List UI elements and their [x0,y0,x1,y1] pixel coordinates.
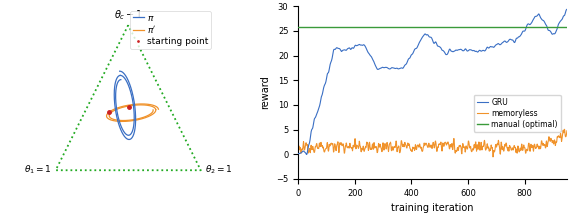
memoryless [295,149,302,152]
Legend: GRU, memoryless, manual (optimal): GRU, memoryless, manual (optimal) [474,95,561,132]
GRU [496,43,503,46]
X-axis label: training iteration: training iteration [392,203,474,213]
Text: $\theta_c-1$: $\theta_c-1$ [113,8,143,22]
Legend: $\pi$, $\pi'$, starting point: $\pi$, $\pi'$, starting point [130,11,211,49]
Line: memoryless: memoryless [298,129,567,157]
memoryless [490,156,496,158]
GRU [357,44,364,46]
memoryless [352,137,359,140]
manual (optimal) [295,26,302,29]
GRU [564,8,570,11]
GRU [525,23,532,25]
memoryless [561,128,568,131]
manual (optimal) [295,26,302,29]
memoryless [413,147,420,149]
Text: $\theta_1=1$: $\theta_1=1$ [23,164,51,176]
GRU [295,152,302,155]
Line: GRU: GRU [298,9,567,154]
memoryless [496,149,503,152]
GRU [523,25,530,27]
memoryless [356,144,363,147]
Y-axis label: reward: reward [260,76,271,110]
GRU [352,44,359,47]
GRU [414,46,421,49]
Text: $\theta_2=1$: $\theta_2=1$ [205,164,233,176]
GRU [303,153,310,156]
memoryless [564,129,570,132]
memoryless [525,143,532,146]
memoryless [523,148,530,151]
